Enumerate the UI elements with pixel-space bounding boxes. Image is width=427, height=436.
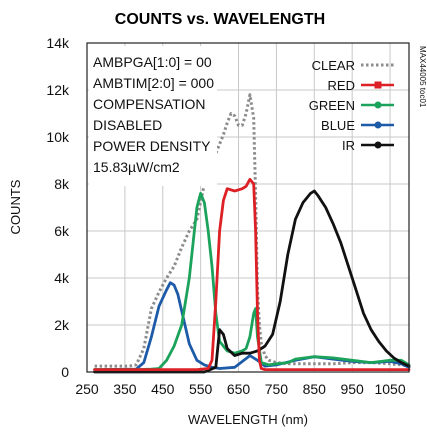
- legend-item-green: GREEN: [309, 98, 394, 113]
- y-axis-label: COUNTS: [8, 179, 23, 234]
- series-layer: [93, 93, 411, 374]
- y-tick-label: 6k: [54, 223, 70, 239]
- x-tick-label: 450: [151, 381, 175, 397]
- legend-label: RED: [328, 78, 355, 93]
- annotation-line: DISABLED: [93, 117, 162, 133]
- annotation-line: COMPENSATION: [93, 96, 206, 112]
- x-tick-label: 850: [303, 381, 327, 397]
- legend-marker: [374, 141, 382, 149]
- legend-marker: [374, 121, 382, 129]
- series-line-clear: [94, 93, 410, 368]
- y-tick-label: 10k: [46, 129, 70, 145]
- y-tick-labels: 0 2k 4k 6k 8k 10k 12k 14k: [46, 35, 70, 380]
- x-axis-label: WAVELENGTH (nm): [188, 412, 308, 427]
- x-tick-label: 650: [227, 381, 251, 397]
- legend-label: BLUE: [321, 118, 355, 133]
- annotation-background: [89, 46, 217, 186]
- annotation-line: AMBPGA[1:0] = 00: [93, 54, 212, 70]
- annotation-line: AMBTIM[2:0] = 000: [93, 75, 214, 91]
- x-tick-label: 250: [75, 381, 99, 397]
- legend-label: IR: [342, 138, 355, 153]
- y-tick-label: 4k: [54, 270, 70, 286]
- annotation-line: 15.83µW/cm2: [93, 159, 180, 175]
- y-tick-label: 2k: [54, 317, 70, 333]
- legend-item-red: RED: [328, 78, 394, 93]
- y-tick-label: 8k: [54, 176, 70, 192]
- legend: CLEAR RED GREEN BLUE IR: [309, 58, 394, 153]
- figure-id-label: MAX44005 toc01: [418, 46, 427, 108]
- legend-marker: [374, 81, 382, 89]
- x-tick-label: 1050: [374, 381, 405, 397]
- y-tick-label: 14k: [46, 35, 70, 51]
- plot-frame: [86, 42, 410, 373]
- annotation-box: AMBPGA[1:0] = 00 AMBTIM[2:0] = 000 COMPENS…: [89, 46, 217, 186]
- y-tick-label: 0: [61, 364, 69, 380]
- x-tick-label: 950: [340, 381, 364, 397]
- legend-item-clear: CLEAR: [312, 58, 394, 73]
- legend-marker: [374, 101, 382, 109]
- legend-label: GREEN: [309, 98, 355, 113]
- legend-item-blue: BLUE: [321, 118, 394, 133]
- x-tick-labels: 250 350 450 550 650 750 850 950 1050: [75, 381, 406, 397]
- annotation-line: POWER DENSITY: [93, 138, 211, 154]
- chart-title: COUNTS vs. WAVELENGTH: [115, 11, 325, 28]
- x-tick-label: 750: [265, 381, 289, 397]
- series-line-red: [93, 177, 411, 372]
- series-line-ir: [93, 189, 411, 374]
- series-line-green: [93, 191, 411, 372]
- y-tick-label: 12k: [46, 82, 70, 98]
- legend-item-ir: IR: [342, 138, 394, 153]
- x-tick-label: 350: [113, 381, 137, 397]
- legend-label: CLEAR: [312, 58, 355, 73]
- x-tick-label: 550: [189, 381, 213, 397]
